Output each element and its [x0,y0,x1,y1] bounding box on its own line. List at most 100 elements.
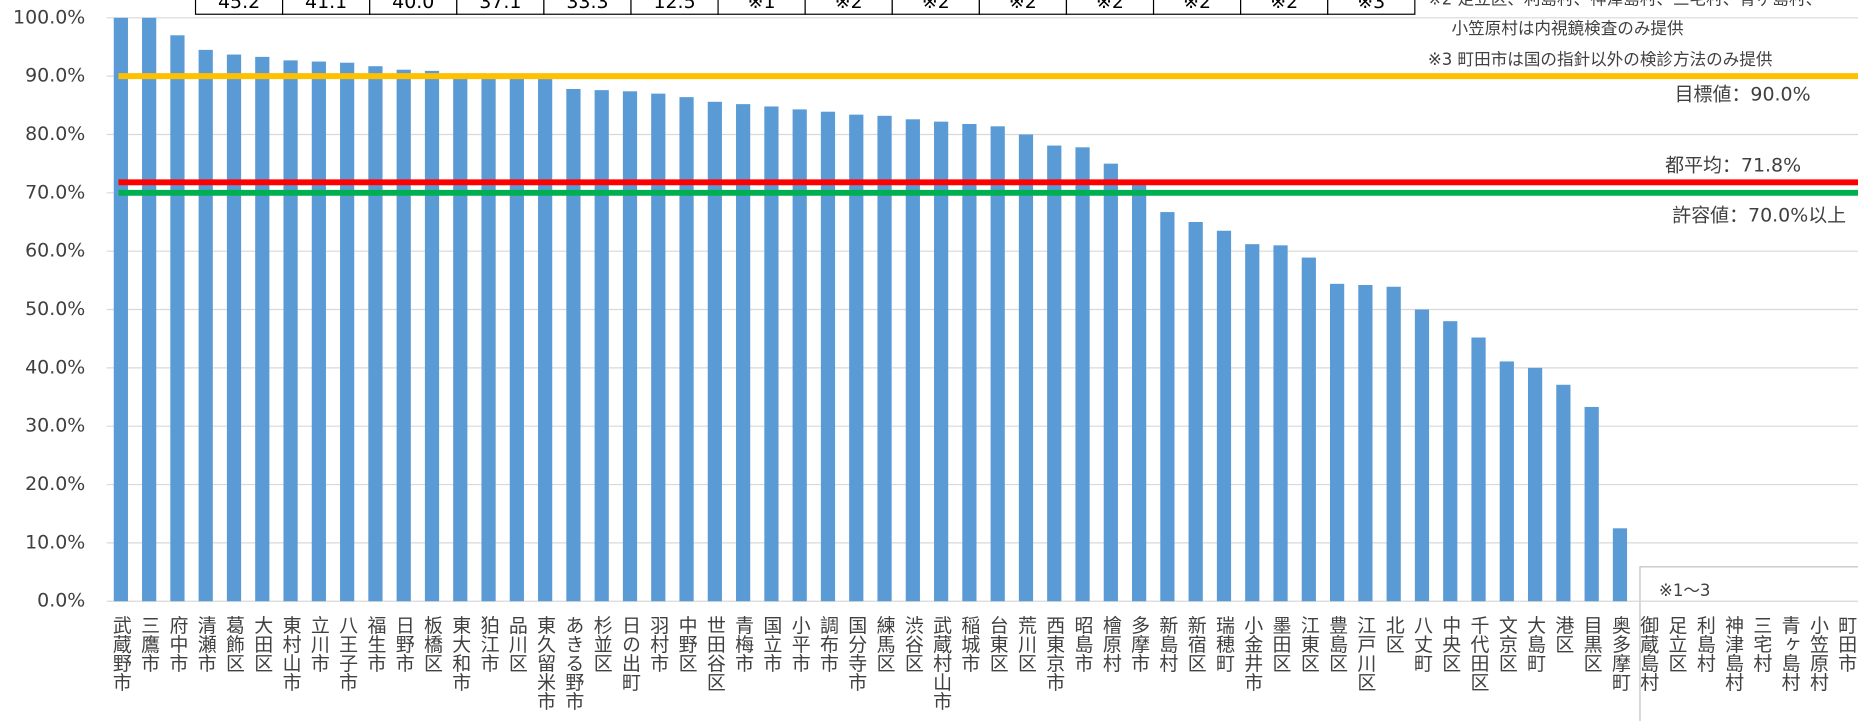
table-cell [891,0,980,15]
y-tick-label: 30.0% [25,415,85,437]
x-tick-label: 瑞穂町 [1213,615,1235,672]
table-cell-text: ※1 [748,0,776,13]
x-tick-label: 小金井市 [1241,615,1263,691]
x-tick-label: 千代田区 [1468,615,1490,691]
bar [453,76,468,602]
bar [1103,163,1118,602]
bar [538,79,553,602]
bar [707,101,722,602]
table-cell [717,0,806,15]
table-cell [369,0,458,15]
table-cell-text: ※2 [835,0,863,13]
x-tick-label: 小笠原村 [1807,615,1829,691]
bar [1386,286,1401,602]
x-tick-label: 東村山市 [280,615,302,691]
x-tick-label: 青ヶ島村 [1779,615,1801,691]
bar [1245,244,1260,602]
reference-label: 目標値：90.0% [1675,83,1811,105]
table-cell-text: 37.1 [479,0,521,13]
bar [1471,337,1486,602]
bar [255,56,270,602]
bar [764,106,779,602]
table-cell-text: ※2 [1096,0,1124,13]
x-tick-label: 新宿区 [1185,615,1207,672]
bar [651,93,666,602]
x-tick-label: 足立区 [1666,615,1688,672]
bar [1216,230,1232,602]
note-box [1639,566,1858,721]
x-tick-label: 多摩市 [1128,615,1150,672]
bar [1132,184,1147,602]
table-cell-text: ※2 [922,0,950,13]
table-cell-text: ※2 [1183,0,1211,13]
table-cell [1152,0,1242,15]
x-tick-label: 奥多摩町 [1609,615,1631,691]
x-tick-label: 中野区 [676,615,698,672]
x-tick-label: 狛江市 [478,615,500,672]
x-tick-label: 東大和市 [449,615,471,691]
x-tick-label: 三宅村 [1750,615,1772,672]
bar [905,119,920,602]
reference-label: 許容値：70.0%以上 [1672,204,1846,226]
y-tick-label: 70.0% [25,181,85,203]
x-tick-label: 東久留米市 [534,615,556,710]
bar [368,66,383,602]
table-cell [282,0,371,15]
x-tick-label: 板橋区 [421,615,443,672]
x-tick-label: 国立市 [760,615,782,672]
bar [679,97,694,602]
bar [877,115,892,602]
bar [1499,361,1514,602]
bar [849,114,864,602]
y-tick-label: 60.0% [25,240,85,262]
table-cell [543,0,632,15]
bar [736,104,751,602]
bar [142,17,157,602]
bar [1414,309,1430,602]
bar [1612,528,1628,602]
table-cell-text: 12.5 [653,0,695,13]
table-cell-text: 40.0 [392,0,434,13]
x-tick-label: 府中市 [166,615,188,672]
table-cell [1065,0,1155,15]
y-tick-label: 100.0% [13,6,85,28]
bar [1047,145,1062,602]
x-tick-label: 利島村 [1694,615,1716,672]
bar [1301,257,1316,602]
bar [340,62,355,602]
x-tick-label: 小平市 [789,615,811,672]
x-tick-label: 町田市 [1835,615,1857,672]
y-tick-label: 90.0% [25,65,85,87]
x-tick-label: 日の出町 [619,615,641,691]
table-cell-text: ※2 [1270,0,1298,13]
x-tick-label: 杉並区 [591,615,613,672]
table-cell-text: 45.2 [218,0,260,13]
table-cell [630,0,719,15]
x-tick-label: 世田谷区 [704,615,726,691]
bar [509,78,524,602]
x-tick-label: 調布市 [817,615,839,672]
x-tick-label: 檜原村 [1100,614,1122,672]
x-tick-label: 荒川区 [1015,615,1037,672]
bar [594,90,609,602]
x-tick-label: あきる野市 [562,615,584,710]
note-box-label: ※1〜3 [1659,581,1711,600]
x-tick-label: 三鷹市 [138,615,160,672]
table-cell-text: ※3 [1357,0,1385,13]
table-cell-text: 41.1 [305,0,347,13]
x-tick-label: 武蔵村山市 [930,615,952,710]
x-tick-label: 豊島区 [1326,615,1348,672]
x-tick-label: 大島町 [1524,615,1546,672]
x-tick-label: 八王子市 [336,615,358,691]
x-tick-label: 港区 [1552,615,1574,653]
bar [113,17,128,602]
y-tick-label: 20.0% [25,473,85,495]
x-tick-label: 目黒区 [1581,615,1603,672]
x-tick-label: 福生市 [364,615,386,672]
x-tick-label: 羽村市 [647,615,669,672]
x-tick-label: 西東京市 [1043,615,1065,691]
x-tick-label: 大田区 [251,615,273,672]
x-tick-label: 練馬区 [874,615,896,672]
